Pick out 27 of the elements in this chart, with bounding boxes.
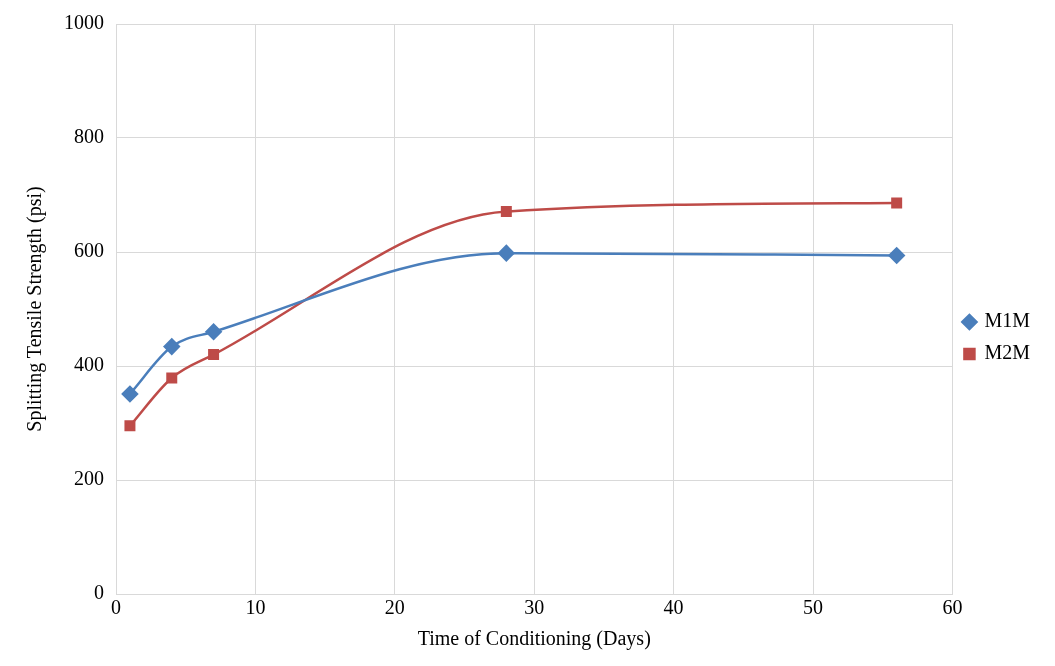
y-tick-label: 800 [74, 125, 104, 148]
x-tick-label: 60 [942, 596, 963, 619]
point [498, 244, 515, 262]
legend-label: M1M [984, 309, 1031, 332]
point [124, 420, 136, 432]
point [205, 323, 222, 341]
x-tick-label: 0 [111, 596, 121, 619]
point [166, 372, 178, 384]
point [500, 206, 512, 218]
x-axis-title: Time of Conditioning (Days) [417, 627, 651, 651]
y-tick-label: 1000 [64, 11, 104, 34]
point [891, 197, 903, 209]
x-tick-label: 10 [245, 596, 266, 619]
x-tick-label: 20 [384, 596, 405, 619]
x-tick-label: 30 [524, 596, 545, 619]
legend-label: M2M [984, 341, 1031, 364]
y-tick-label: 600 [74, 239, 104, 262]
point [163, 338, 181, 355]
point [888, 247, 905, 264]
point [208, 349, 220, 361]
x-tick-label: 50 [803, 596, 824, 619]
point [121, 385, 139, 403]
y-tick-label: 400 [74, 353, 104, 376]
x-tick-label: 40 [663, 596, 684, 619]
y-axis-title: Splitting Tensile Strength (psi) [23, 186, 47, 432]
y-tick-label: 200 [74, 467, 104, 490]
y-tick-label: 0 [94, 581, 104, 604]
